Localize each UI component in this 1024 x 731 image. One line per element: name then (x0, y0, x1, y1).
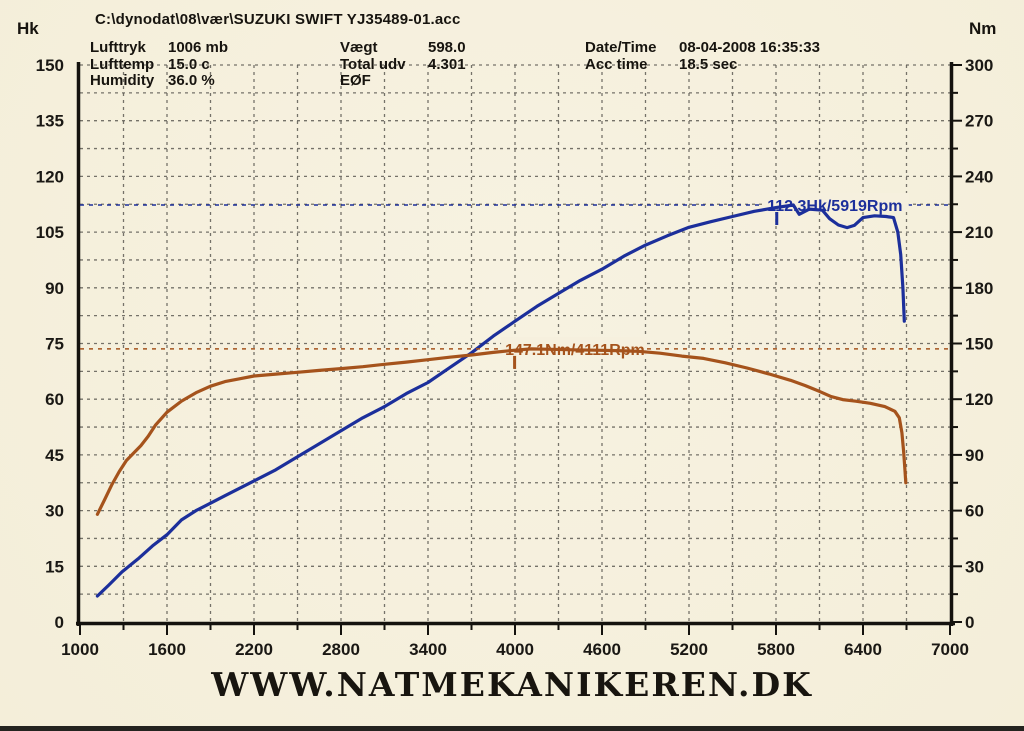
left-axis-tick-label: 30 (45, 502, 64, 521)
left-axis-tick-label: 135 (36, 112, 64, 131)
left-axis-tick-label: 45 (45, 446, 64, 465)
param-label: Humidity (90, 72, 155, 89)
left-axis-unit-label: Hk (17, 19, 39, 38)
x-axis-tick-label: 5800 (757, 640, 795, 659)
test-params-column-3: Date/Time 08-04-2008 16:35:33 Acc time 18.5… (585, 39, 820, 74)
file-path: C:\dynodat\08\vær\SUZUKI SWIFT YJ35489-0… (95, 11, 461, 28)
param-label: Acc time (585, 55, 648, 73)
x-axis-tick-label: 2800 (322, 640, 360, 659)
param-label: Total udv (340, 55, 406, 73)
test-params-column-2: Vægt 598.0 Total udv 4.301 EØF (340, 39, 466, 90)
torque-peak-label: 147.1Nm/4111Rpm (505, 342, 645, 359)
power-peak-label: 112.3Hk/5919Rpm (767, 198, 902, 215)
param-row: EØF (340, 72, 466, 90)
x-axis-tick-label: 7000 (931, 640, 969, 659)
x-axis-tick-label: 4000 (496, 640, 534, 659)
right-axis-tick-label: 90 (965, 446, 984, 465)
right-axis-unit-label: Nm (969, 19, 997, 38)
left-axis-tick-label: 120 (36, 167, 64, 186)
param-value: 15.0 c (168, 55, 210, 73)
param-label: Lufttryk (90, 39, 146, 56)
right-axis-tick-label: 180 (965, 279, 993, 298)
left-axis-tick-label: 150 (36, 56, 64, 75)
param-row: Total udv 4.301 (340, 55, 466, 74)
x-axis-tick-label: 2200 (235, 640, 273, 659)
power-peak-label-backdrop (763, 192, 909, 211)
right-axis-tick-label: 240 (965, 167, 993, 186)
param-row: Humidity 36.0 % (90, 72, 228, 90)
param-value: 1006 mb (168, 39, 229, 56)
left-axis-tick-label: 90 (45, 279, 64, 298)
param-row: Date/Time 08-04-2008 16:35:33 (585, 39, 820, 57)
scan-edge-artifact (0, 726, 1024, 731)
right-axis-tick-label: 210 (965, 223, 993, 242)
param-row: Lufttemp 15.0 c (90, 55, 228, 74)
left-axis-tick-label: 60 (45, 390, 64, 409)
x-axis-tick-label: 5200 (670, 640, 708, 659)
x-axis-tick-label: 1000 (61, 640, 99, 659)
param-value: 18.5 sec (679, 55, 738, 73)
right-axis-tick-label: 120 (965, 390, 993, 409)
left-axis-tick-label: 105 (36, 223, 64, 242)
right-axis-tick-label: 60 (965, 502, 984, 521)
param-value: 4.301 (428, 55, 466, 73)
param-label: Date/Time (585, 39, 657, 56)
param-row: Vægt 598.0 (340, 39, 466, 57)
left-axis-tick-label: 0 (55, 613, 64, 632)
param-label: Lufttemp (90, 55, 155, 73)
left-axis-tick-label: 15 (45, 557, 64, 576)
x-axis-tick-label: 6400 (844, 640, 882, 659)
param-row: Acc time 18.5 sec (585, 55, 820, 74)
power-peak-marker (775, 211, 779, 225)
x-axis-tick-label: 1600 (148, 640, 186, 659)
left-axis-tick-label: 75 (45, 335, 64, 354)
website-banner: WWW.NATMEKANIKEREN.DK (211, 665, 813, 704)
x-axis-tick-label: 4600 (583, 640, 621, 659)
param-label: EØF (340, 72, 371, 89)
x-axis-tick-label: 3400 (409, 640, 447, 659)
test-params-column-1: Lufttryk 1006 mb Lufttemp 15.0 c Humidity 36.… (90, 39, 229, 90)
param-row: Lufttryk 1006 mb (90, 39, 229, 57)
param-value: 598.0 (428, 39, 466, 56)
right-axis-tick-label: 0 (965, 613, 974, 632)
torque-peak-marker (513, 355, 517, 369)
param-label: Vægt (340, 39, 378, 56)
right-axis-tick-label: 270 (965, 112, 993, 131)
param-value: 08-04-2008 16:35:33 (679, 39, 820, 56)
param-value: 36.0 % (168, 72, 215, 89)
right-axis-tick-label: 150 (965, 335, 993, 354)
right-axis-tick-label: 30 (965, 557, 984, 576)
power-curve (95, 203, 906, 598)
torque-curve (95, 347, 908, 516)
right-axis-tick-label: 300 (965, 56, 993, 75)
